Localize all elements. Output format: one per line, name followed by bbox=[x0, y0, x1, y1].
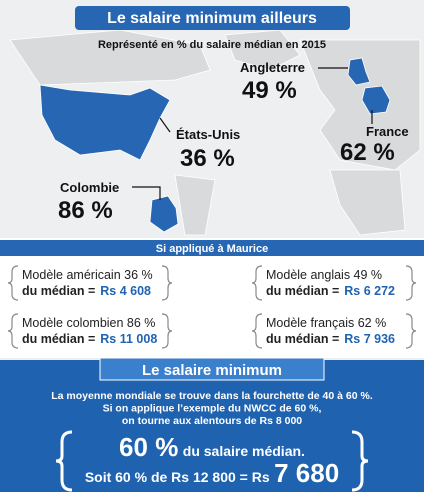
minimum-title: Le salaire minimum bbox=[142, 362, 282, 379]
country-share: 49 % bbox=[242, 77, 297, 104]
brace bbox=[251, 265, 263, 301]
model-amount: Rs 7 936 bbox=[344, 332, 395, 346]
brace bbox=[351, 430, 369, 492]
model-amount: Rs 11 008 bbox=[100, 332, 157, 346]
model-line: Modèle américain 36 % bbox=[22, 268, 153, 282]
brace bbox=[7, 313, 19, 349]
country-name: Colombie bbox=[60, 180, 119, 195]
model-line: du médian = Rs 11 008 bbox=[22, 332, 157, 346]
models-panel bbox=[0, 238, 424, 358]
model-label: du médian = bbox=[22, 332, 95, 346]
subtitle: Représenté en % du salaire médian en 201… bbox=[98, 39, 326, 51]
model-label: du médian = bbox=[266, 284, 339, 298]
section-banner bbox=[0, 240, 424, 256]
section-title: Si appliqué à Maurice bbox=[156, 243, 268, 255]
minimum-panel bbox=[0, 360, 424, 492]
world-map bbox=[9, 29, 421, 236]
title-banner bbox=[75, 6, 350, 30]
model-label: du médian = bbox=[266, 332, 339, 346]
paragraph-line: Si on applique l’exemple du NWCC de 60 %… bbox=[103, 403, 322, 415]
models: Modèle américain 36 % du médian = Rs 4 608… bbox=[7, 265, 417, 349]
highlight-big: 60 % bbox=[119, 432, 178, 462]
model-amount: Rs 4 608 bbox=[100, 284, 151, 298]
country-share: 36 % bbox=[180, 145, 235, 172]
country-share: 62 % bbox=[340, 139, 395, 166]
brace bbox=[161, 265, 173, 301]
title: Le salaire minimum ailleurs bbox=[107, 10, 317, 27]
brace bbox=[7, 265, 19, 301]
paragraph-line: on tourne aux alentours de Rs 8 000 bbox=[122, 415, 302, 427]
highlight-formula: Soit 60 % de Rs 12 800 = Rs bbox=[85, 469, 270, 485]
brace bbox=[55, 430, 73, 492]
model-line: du médian = Rs 6 272 bbox=[266, 284, 395, 298]
highlight-line: Soit 60 % de Rs 12 800 = Rs 7 680 bbox=[85, 458, 339, 488]
highlight-result: 7 680 bbox=[274, 458, 339, 488]
brace bbox=[251, 313, 263, 349]
minimum-banner bbox=[99, 357, 325, 381]
country-share: 86 % bbox=[58, 197, 113, 224]
brace bbox=[161, 313, 173, 349]
model-line: du médian = Rs 4 608 bbox=[22, 284, 151, 298]
brace bbox=[405, 313, 417, 349]
paragraph-line: La moyenne mondiale se trouve dans la fo… bbox=[51, 390, 373, 402]
country-name: France bbox=[366, 124, 409, 139]
paragraph: La moyenne mondiale se trouve dans la fo… bbox=[51, 390, 373, 427]
highlight-rest: du salaire médian. bbox=[183, 443, 305, 459]
model-line: du médian = Rs 7 936 bbox=[266, 332, 395, 346]
country-name: Angleterre bbox=[240, 60, 305, 75]
country-name: États-Unis bbox=[176, 127, 240, 142]
highlight-line: 60 % du salaire médian. bbox=[119, 432, 305, 462]
model-label: du médian = bbox=[22, 284, 95, 298]
brace bbox=[405, 265, 417, 301]
model-amount: Rs 6 272 bbox=[344, 284, 395, 298]
model-line: Modèle français 62 % bbox=[266, 316, 386, 330]
model-line: Modèle anglais 49 % bbox=[266, 268, 382, 282]
model-line: Modèle colombien 86 % bbox=[22, 316, 155, 330]
